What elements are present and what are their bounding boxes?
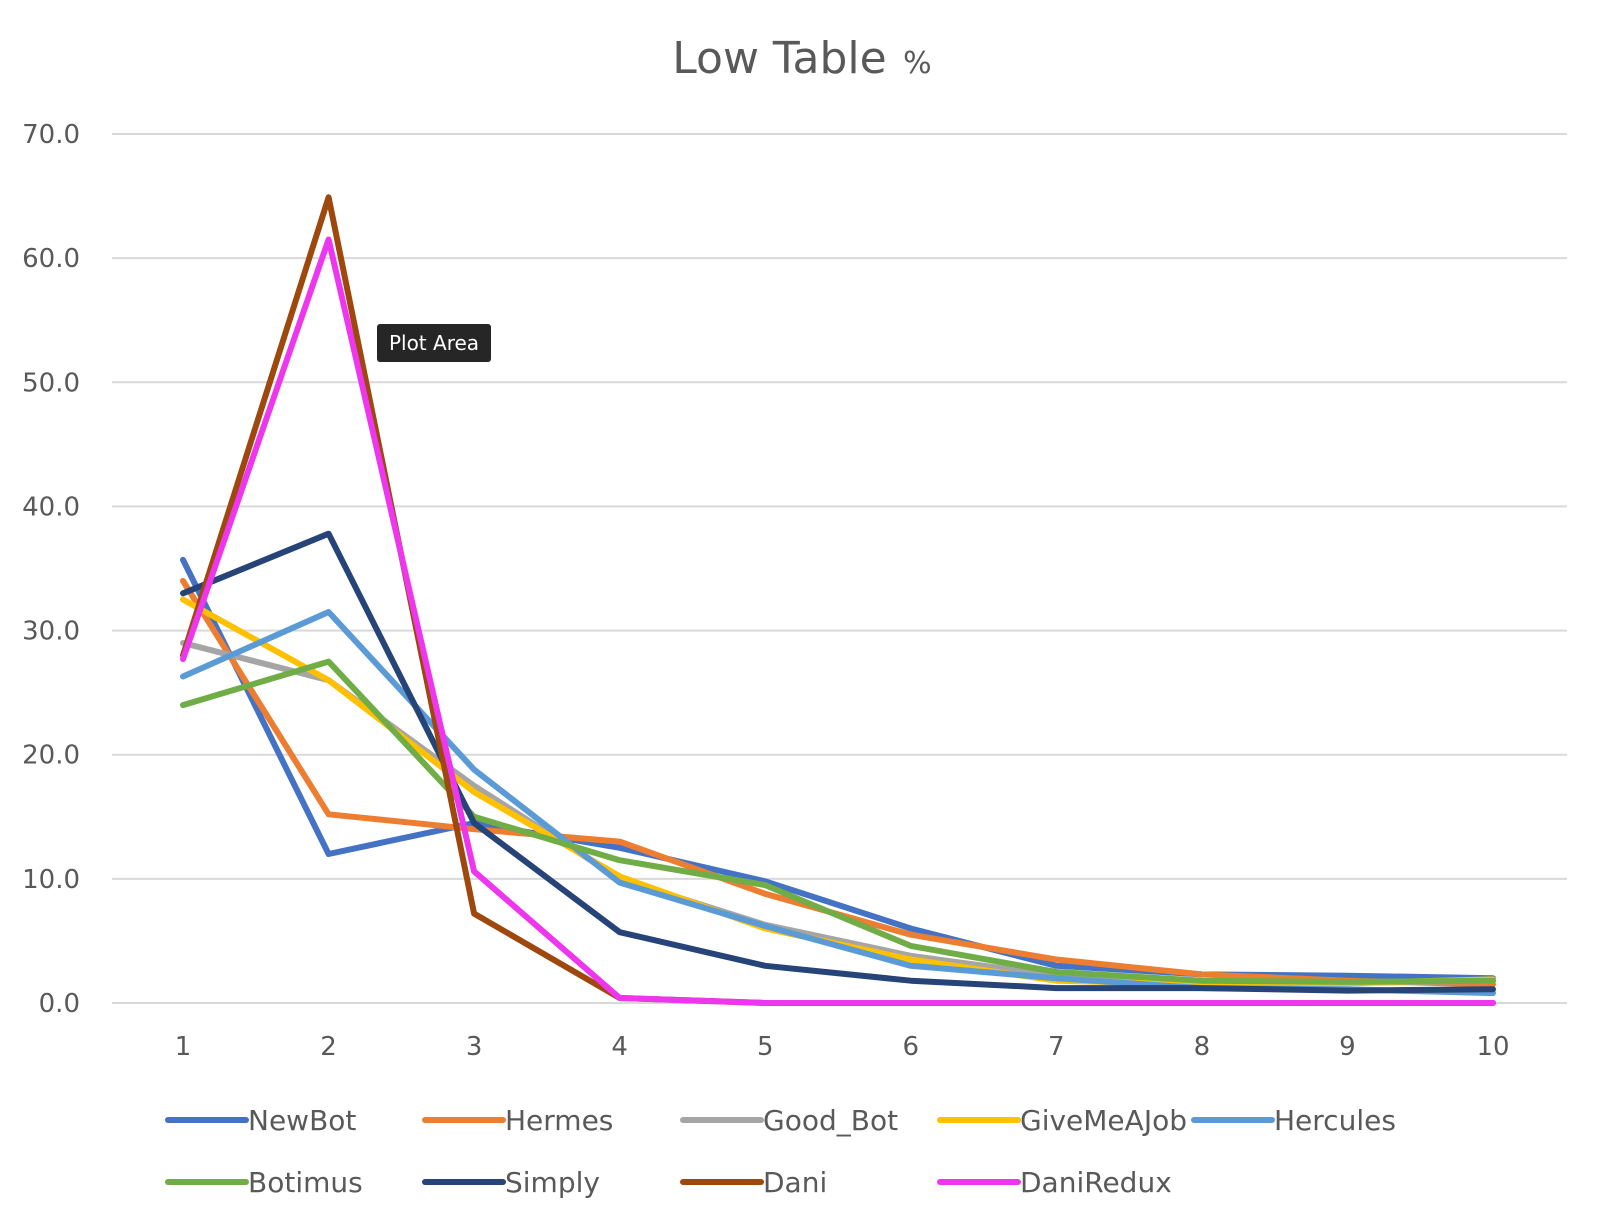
series-line-good-bot[interactable] xyxy=(180,640,1496,987)
series-lines[interactable] xyxy=(180,194,1496,1006)
legend-label: Botimus xyxy=(248,1166,363,1199)
legend-item-simply[interactable]: Simply xyxy=(422,1166,600,1199)
y-tick-label: 40.0 xyxy=(22,492,80,522)
chart-title: Low Table % xyxy=(672,33,931,84)
legend-item-hermes[interactable]: Hermes xyxy=(422,1104,613,1137)
legend[interactable]: NewBot Hermes Good_Bot GiveMeAJob Hercules Bo… xyxy=(165,1104,1396,1199)
y-tick-label: 20.0 xyxy=(22,741,80,771)
legend-label: Simply xyxy=(505,1166,600,1199)
legend-item-newbot[interactable]: NewBot xyxy=(165,1104,356,1137)
legend-label: Hermes xyxy=(505,1104,613,1137)
legend-item-givemeajob[interactable]: GiveMeAJob xyxy=(937,1104,1187,1137)
y-tick-label: 10.0 xyxy=(22,865,80,895)
chart-title-unit: % xyxy=(903,46,932,81)
x-axis-tick-labels: 1 2 3 4 5 6 7 8 9 10 xyxy=(175,1032,1510,1062)
series-line-simply[interactable] xyxy=(180,530,1496,994)
legend-label: DaniRedux xyxy=(1020,1166,1172,1199)
legend-item-hercules[interactable]: Hercules xyxy=(1191,1104,1396,1137)
tooltip-background xyxy=(377,324,491,362)
x-tick-label: 3 xyxy=(466,1032,483,1062)
series-line-botimus[interactable] xyxy=(180,658,1496,985)
series-line-daniredux[interactable] xyxy=(180,236,1496,1006)
legend-label: GiveMeAJob xyxy=(1020,1104,1187,1137)
legend-label: Hercules xyxy=(1274,1104,1396,1137)
y-tick-label: 50.0 xyxy=(22,368,80,398)
legend-item-good-bot[interactable]: Good_Bot xyxy=(680,1104,898,1137)
series-line-hercules[interactable] xyxy=(180,609,1496,997)
y-tick-label: 60.0 xyxy=(22,244,80,274)
tooltip-label: Plot Area xyxy=(389,331,479,355)
plot-area-tooltip: Plot Area xyxy=(377,324,491,362)
x-tick-label: 10 xyxy=(1476,1032,1509,1062)
y-tick-label: 0.0 xyxy=(39,989,80,1019)
gridlines xyxy=(112,133,1567,1004)
legend-label: Good_Bot xyxy=(763,1104,898,1137)
legend-item-botimus[interactable]: Botimus xyxy=(165,1166,363,1199)
x-tick-label: 5 xyxy=(757,1032,774,1062)
legend-label: NewBot xyxy=(248,1104,356,1137)
y-tick-label: 70.0 xyxy=(22,120,80,150)
x-tick-label: 8 xyxy=(1194,1032,1211,1062)
legend-label: Dani xyxy=(763,1166,827,1199)
x-tick-label: 7 xyxy=(1048,1032,1065,1062)
legend-item-daniredux[interactable]: DaniRedux xyxy=(937,1166,1172,1199)
series-line-dani[interactable] xyxy=(180,194,1496,1006)
x-tick-label: 6 xyxy=(903,1032,920,1062)
y-tick-label: 30.0 xyxy=(22,617,80,647)
y-axis-tick-labels: 0.0 10.0 20.0 30.0 40.0 50.0 60.0 70.0 xyxy=(22,120,80,1019)
x-tick-label: 1 xyxy=(175,1032,192,1062)
x-tick-label: 4 xyxy=(611,1032,628,1062)
chart-title-text: Low Table xyxy=(672,33,886,84)
legend-item-dani[interactable]: Dani xyxy=(680,1166,827,1199)
x-tick-label: 9 xyxy=(1339,1032,1356,1062)
x-tick-label: 2 xyxy=(320,1032,337,1062)
series-line-givemeajob[interactable] xyxy=(180,596,1496,988)
